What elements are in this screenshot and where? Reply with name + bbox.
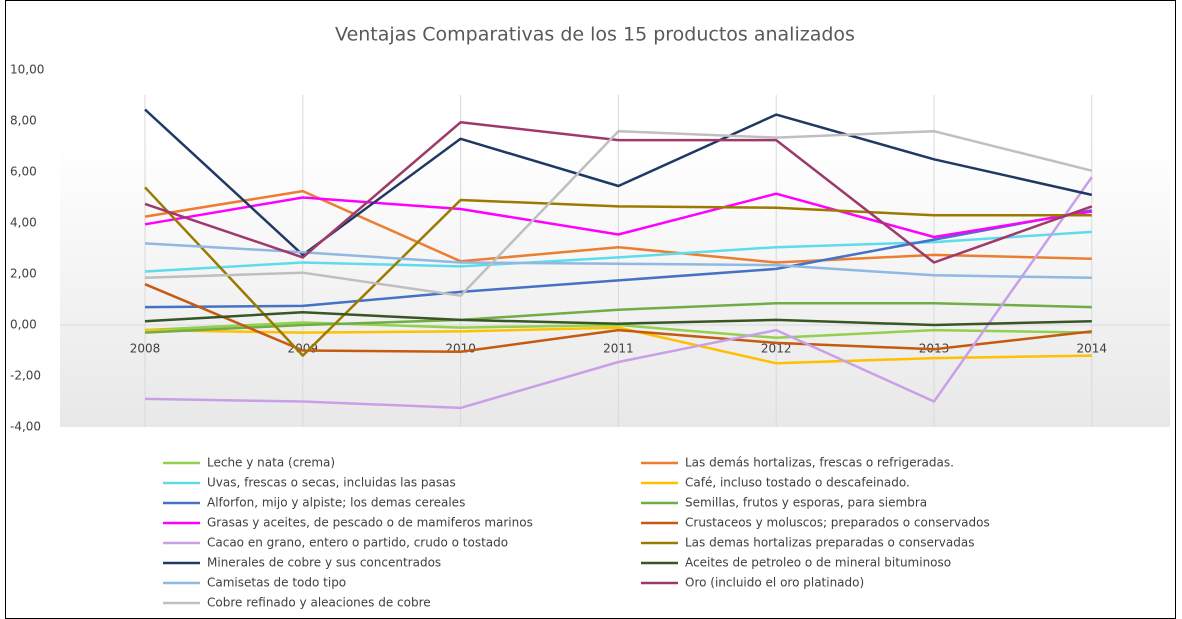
y-tick-label: 6,00 [10,165,37,179]
legend-label: Cobre refinado y aleaciones de cobre [207,596,431,610]
legend-label: Crustaceos y moluscos; preparados o cons… [685,516,990,530]
legend-label: Oro (incluido el oro platinado) [685,576,864,590]
series-line [144,176,1093,410]
legend-label: Las demás hortalizas, frescas o refriger… [685,456,954,470]
series-line [144,121,1093,264]
x-tick-label: 2010 [445,342,476,356]
x-tick-label: 2012 [761,342,792,356]
series-line [144,186,1092,357]
series-line [144,209,1093,309]
legend-label: Minerales de cobre y sus concentrados [207,556,441,570]
x-tick-label: 2011 [603,342,634,356]
legend-label: Las demas hortalizas preparadas o conser… [685,536,974,550]
legend-label: Semillas, frutos y esporas, para siembra [685,496,927,510]
series-line [144,242,1092,280]
legend-label: Camisetas de todo tipo [207,576,346,590]
legend-label: Cacao en grano, entero o partido, crudo … [207,536,508,550]
y-tick-label: -2,00 [10,369,41,383]
y-tick-label: 4,00 [10,216,37,230]
series-line [144,189,1092,264]
y-tick-label: 2,00 [10,267,37,281]
legend-label: Café, incluso tostado o descafeinado. [685,476,910,490]
series-line [144,302,1092,334]
series-line [144,129,1093,297]
series-line [144,326,1092,365]
series-line [144,192,1092,239]
legend-label: Aceites de petroleo o de mineral bitumin… [685,556,951,570]
legend-label: Leche y nata (crema) [207,456,335,470]
legend-label: Alforfon, mijo y alpiste; los demas cere… [207,496,465,510]
x-tick-label: 2009 [288,342,319,356]
legend-label: Grasas y aceites, de pescado o de mamife… [207,516,533,530]
x-tick-label: 2008 [130,342,161,356]
series-line [144,311,1092,327]
series-line [144,108,1093,257]
x-tick-label: 2014 [1077,342,1108,356]
series-line [144,283,1092,354]
y-tick-label: 8,00 [10,114,37,128]
y-tick-label: 10,00 [10,63,44,77]
chart-title: Ventajas Comparativas de los 15 producto… [335,24,855,46]
series-line [144,321,1092,340]
series-line [144,230,1092,273]
y-tick-label: -4,00 [10,420,41,434]
legend-label: Uvas, frescas o secas, incluidas las pas… [207,476,456,490]
y-tick-label: 0,00 [10,318,37,332]
